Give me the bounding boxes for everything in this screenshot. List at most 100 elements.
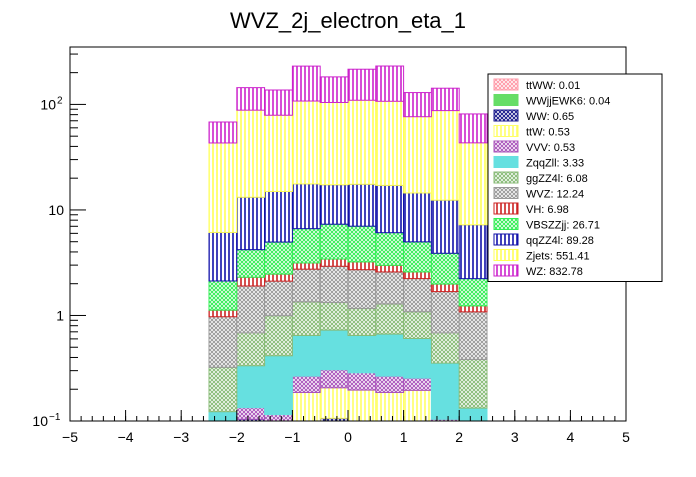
x-tick-label: −4	[118, 429, 134, 445]
x-tick-label: 5	[622, 429, 630, 445]
bar-wvz-bin-2	[264, 280, 293, 317]
bar-wvz-bin-8	[430, 291, 460, 334]
bar-ttw-bin-6	[375, 392, 405, 422]
legend-swatch	[493, 187, 519, 199]
bar-zqqzll-bin-7	[403, 338, 432, 379]
legend-label: Zjets: 551.41	[526, 251, 590, 263]
legend-label: qqZZ4l: 89.28	[526, 235, 594, 247]
bar-wz-bin-9	[458, 113, 488, 144]
bar-vvv-bin-1	[236, 407, 266, 420]
bar-ggzz4l-bin-8	[430, 332, 460, 364]
bar-zjets-bin-9	[458, 142, 488, 226]
chart-title: WVZ_2j_electron_eta_1	[230, 8, 466, 33]
bar-vbszzjj-bin-9	[458, 278, 488, 307]
legend-entry-vbszzjj: VBSZZjj: 26.71	[493, 218, 600, 232]
legend-swatch	[493, 249, 519, 261]
bar-wz-bin-3	[291, 65, 321, 102]
x-tick-label: 3	[511, 429, 519, 445]
bar-zjets-bin-1	[236, 109, 266, 198]
bar-qqzz4l-bin-0	[208, 231, 238, 282]
bar-vh-bin-5	[347, 261, 377, 271]
y-tick-label: 10	[32, 413, 48, 429]
bar-wvz-bin-5	[347, 269, 377, 309]
legend-label: VBSZZjj: 26.71	[526, 220, 600, 232]
legend-entry-wwjjewk6: WWjjEWK6: 0.04	[493, 94, 610, 108]
bar-wz-bin-7	[403, 92, 432, 118]
bar-qqzz4l-bin-5	[347, 183, 377, 227]
legend: ttWW: 0.01 WWjjEWK6: 0.04 WW: 0.65 ttW: 0.5…	[487, 73, 663, 282]
bar-vbszzjj-bin-3	[291, 228, 321, 264]
legend-label: ggZZ4l: 6.08	[526, 173, 588, 185]
series-vvv	[236, 369, 460, 422]
bar-wz-bin-5	[347, 68, 377, 101]
legend-entry-qqzz4l: qqZZ4l: 89.28	[493, 233, 594, 247]
legend-label: WVZ: 12.24	[526, 189, 584, 201]
bar-wvz-bin-0	[208, 316, 238, 368]
bar-wvz-bin-4	[319, 265, 349, 304]
bar-zjets-bin-5	[347, 99, 377, 185]
bar-vbszzjj-bin-6	[375, 232, 405, 266]
legend-swatch	[493, 78, 519, 91]
x-tick-label: −1	[284, 429, 300, 445]
legend-label: WZ: 832.78	[526, 266, 583, 278]
bar-ttw-bin-5	[347, 389, 377, 422]
bar-vbszzjj-bin-7	[403, 241, 432, 273]
bar-wvz-bin-7	[403, 278, 432, 313]
bar-qqzz4l-bin-4	[319, 184, 349, 225]
bar-ggzz4l-bin-3	[291, 301, 321, 336]
legend-swatch	[493, 264, 519, 277]
bar-vbszzjj-bin-5	[347, 225, 377, 263]
bar-wvz-bin-3	[291, 268, 321, 303]
bar-vh-bin-8	[430, 283, 460, 293]
legend-swatch	[493, 233, 519, 246]
legend-entry-ggzz4l: ggZZ4l: 6.08	[493, 171, 588, 185]
bar-ttw-bin-7	[403, 389, 432, 422]
bar-vh-bin-4	[319, 258, 349, 267]
x-tick-label: −3	[173, 429, 189, 445]
bar-zqqzll-bin-9	[458, 407, 488, 422]
bars-layer	[208, 65, 488, 422]
legend-label: VH: 6.98	[526, 204, 569, 216]
bar-vh-bin-6	[375, 264, 405, 273]
legend-label: ttWW: 0.01	[526, 80, 580, 92]
bar-qqzz4l-bin-8	[430, 199, 460, 254]
x-tick-label: −5	[62, 429, 78, 445]
series-wz	[208, 65, 488, 144]
legend-swatch	[493, 171, 519, 184]
bar-ggzz4l-bin-5	[347, 307, 377, 336]
legend-swatch	[493, 156, 519, 168]
bar-zqqzll-bin-3	[291, 334, 321, 377]
bar-vvv-bin-3	[291, 375, 321, 394]
legend-label: ZqqZll: 3.33	[526, 158, 584, 170]
bar-qqzz4l-bin-7	[403, 192, 432, 243]
legend-entry-wvz: WVZ: 12.24	[493, 187, 584, 201]
bar-vh-bin-7	[403, 271, 432, 280]
bar-vvv-bin-5	[347, 372, 377, 391]
legend-entry-ww: WW: 0.65	[493, 109, 574, 123]
bar-ggzz4l-bin-0	[208, 366, 238, 413]
bar-wz-bin-6	[375, 65, 405, 102]
bar-ggzz4l-bin-1	[236, 332, 266, 367]
x-tick-label: 2	[455, 429, 463, 445]
bar-vbszzjj-bin-8	[430, 252, 460, 285]
bar-vh-bin-1	[236, 276, 266, 287]
legend-entry-zjets: Zjets: 551.41	[493, 249, 590, 263]
bar-vbszzjj-bin-0	[208, 280, 238, 311]
bar-zjets-bin-7	[403, 116, 432, 194]
bar-vbszzjj-bin-1	[236, 249, 266, 278]
y-tick-label: 10	[40, 96, 56, 112]
series-zqqzll	[208, 329, 488, 422]
bar-ttw-bin-4	[319, 387, 349, 419]
bar-vh-bin-2	[264, 273, 293, 282]
bar-wz-bin-0	[208, 121, 238, 144]
bar-vvv-bin-7	[403, 377, 432, 391]
x-tick-label: 1	[400, 429, 408, 445]
bar-zqqzll-bin-0	[208, 411, 238, 422]
bar-vbszzjj-bin-4	[319, 223, 349, 260]
legend-swatch	[493, 140, 519, 153]
legend-entry-ttw: ttW: 0.53	[493, 125, 570, 139]
legend-swatch	[493, 94, 519, 106]
bar-qqzz4l-bin-1	[236, 196, 266, 251]
legend-label: VVV: 0.53	[526, 142, 575, 154]
